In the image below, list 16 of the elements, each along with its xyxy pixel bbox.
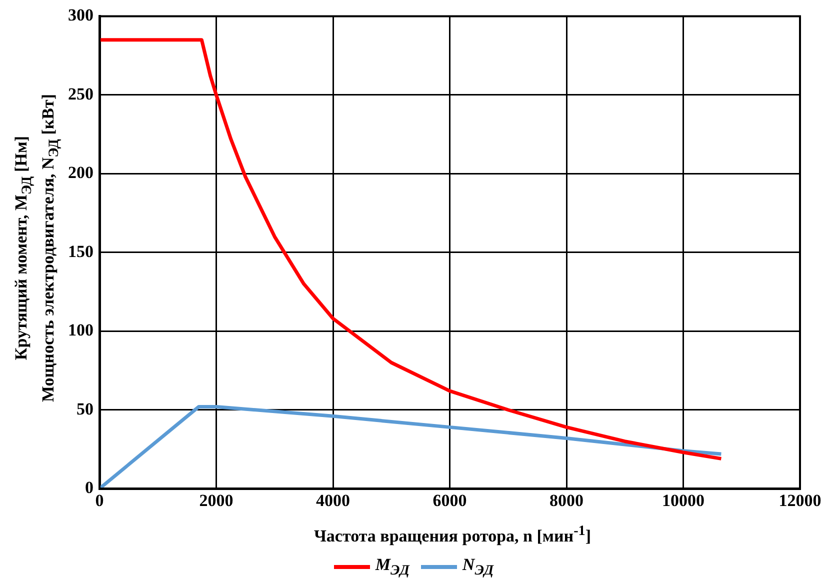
y-tick-label: 100	[68, 320, 94, 340]
y-tick-label: 200	[68, 163, 94, 182]
x-tick-label: 6000	[432, 491, 467, 510]
x-tick-label: 12000	[778, 491, 822, 510]
y-tick-label: 150	[68, 242, 94, 261]
y-tick-label: 250	[68, 84, 94, 104]
y-tick-label: 0	[85, 478, 94, 497]
x-tick-label: 8000	[550, 491, 584, 510]
y-tick-label: 300	[68, 6, 94, 25]
legend-label: N$_{ЭД}$	[462, 555, 494, 580]
y-tick-label: 50	[76, 399, 94, 418]
x-tick-label: 4000	[316, 491, 350, 510]
x-axis-title: Частота вращения ротора, n [мин$^{-1}$]	[312, 523, 592, 547]
legend-label: M$_{ЭД}$	[375, 555, 410, 580]
x-tick-label: 10000	[662, 491, 704, 510]
x-tick-label: 2000	[199, 491, 234, 510]
